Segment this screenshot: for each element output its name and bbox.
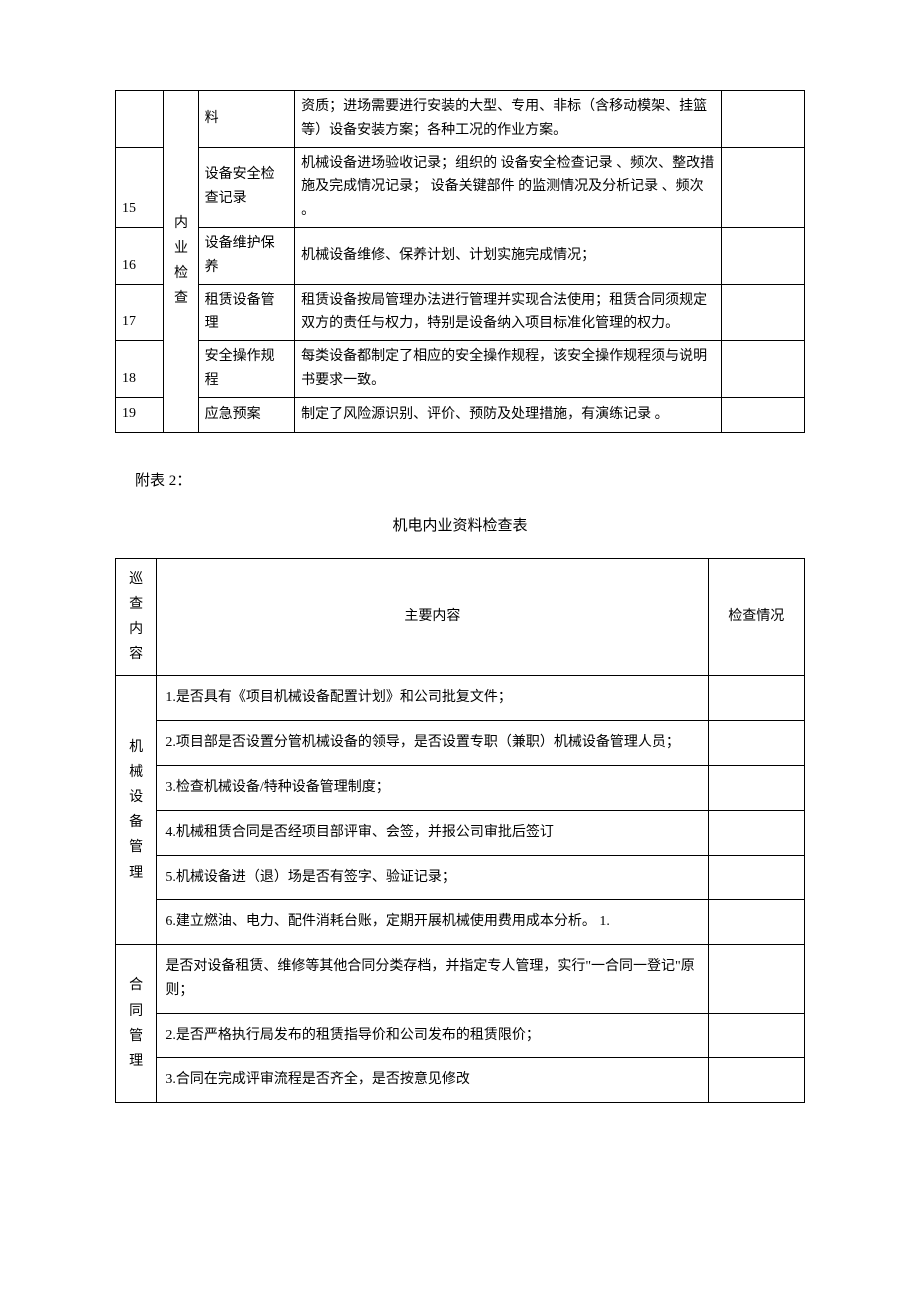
check-cell: [722, 91, 805, 148]
header-char: 查: [129, 597, 143, 612]
desc-cell: 每类设备都制定了相应的安全操作规程，该安全操作规程须与说明书要求一致。: [295, 341, 722, 398]
header-col2: 主要内容: [157, 558, 708, 676]
item-cell: 应急预案: [198, 397, 294, 432]
item-cell: 料: [198, 91, 294, 148]
group1-label: 机 械 设 备 管 理: [116, 676, 157, 945]
check-cell: [708, 1013, 804, 1058]
desc-cell: 机械设备维修、保养计划、计划实施完成情况；: [295, 227, 722, 284]
table-row: 4.机械租赁合同是否经项目部评审、会签，并报公司审批后签订: [116, 810, 805, 855]
category-char: 查: [174, 291, 188, 306]
desc-cell: 资质；进场需要进行安装的大型、专用、非标（含移动模架、挂篮等）设备安装方案；各种…: [295, 91, 722, 148]
label-char: 管: [129, 1029, 143, 1044]
check-cell: [708, 945, 804, 1014]
check-cell: [722, 227, 805, 284]
label-char: 设: [129, 790, 143, 805]
category-cell: 内 业 检 查: [164, 91, 198, 433]
desc-cell: 制定了风险源识别、评价、预防及处理措施，有演练记录 。: [295, 397, 722, 432]
header-col1: 巡 查 内 容: [116, 558, 157, 676]
table-row: 16 设备维护保养 机械设备维修、保养计划、计划实施完成情况；: [116, 227, 805, 284]
check-cell: [708, 676, 804, 721]
group2-label: 合 同 管 理: [116, 945, 157, 1103]
table-row: 19 应急预案 制定了风险源识别、评价、预防及处理措施，有演练记录 。: [116, 397, 805, 432]
content-cell: 3.合同在完成评审流程是否齐全，是否按意见修改: [157, 1058, 708, 1103]
content-cell: 5.机械设备进（退）场是否有签字、验证记录；: [157, 855, 708, 900]
content-cell: 6.建立燃油、电力、配件消耗台账，定期开展机械使用费用成本分析。 1.: [157, 900, 708, 945]
row-num: 19: [116, 397, 164, 432]
table-row: 合 同 管 理 是否对设备租赁、维修等其他合同分类存档，并指定专人管理，实行"一…: [116, 945, 805, 1014]
table-row: 15 设备安全检查记录 机械设备进场验收记录；组织的 设备安全检查记录 、频次、…: [116, 147, 805, 227]
table2-title: 机电内业资料检查表: [115, 514, 805, 540]
table-2: 巡 查 内 容 主要内容 检查情况 机 械 设 备 管 理 1.是否具有《项目机…: [115, 558, 805, 1104]
category-char: 检: [174, 266, 188, 281]
label-char: 械: [129, 765, 143, 780]
label-char: 理: [129, 866, 143, 881]
content-cell: 4.机械租赁合同是否经项目部评审、会签，并报公司审批后签订: [157, 810, 708, 855]
item-cell: 设备安全检查记录: [198, 147, 294, 227]
table-row: 3.合同在完成评审流程是否齐全，是否按意见修改: [116, 1058, 805, 1103]
check-cell: [708, 765, 804, 810]
content-cell: 2.项目部是否设置分管机械设备的领导，是否设置专职（兼职）机械设备管理人员；: [157, 721, 708, 766]
content-cell: 1.是否具有《项目机械设备配置计划》和公司批复文件；: [157, 676, 708, 721]
table-row: 17 租赁设备管理 租赁设备按局管理办法进行管理并实现合法使用；租赁合同须规定双…: [116, 284, 805, 341]
table-row: 2.项目部是否设置分管机械设备的领导，是否设置专职（兼职）机械设备管理人员；: [116, 721, 805, 766]
check-cell: [708, 855, 804, 900]
desc-cell: 租赁设备按局管理办法进行管理并实现合法使用；租赁合同须规定双方的责任与权力，特别…: [295, 284, 722, 341]
table-1: 内 业 检 查 料 资质；进场需要进行安装的大型、专用、非标（含移动模架、挂篮等…: [115, 90, 805, 433]
header-char: 巡: [129, 572, 143, 587]
table-row: 5.机械设备进（退）场是否有签字、验证记录；: [116, 855, 805, 900]
table-row: 机 械 设 备 管 理 1.是否具有《项目机械设备配置计划》和公司批复文件；: [116, 676, 805, 721]
check-cell: [722, 284, 805, 341]
label-char: 合: [129, 978, 143, 993]
label-char: 管: [129, 840, 143, 855]
table-row: 2.是否严格执行局发布的租赁指导价和公司发布的租赁限价；: [116, 1013, 805, 1058]
category-char: 业: [174, 241, 188, 256]
category-char: 内: [174, 216, 188, 231]
item-cell: 租赁设备管理: [198, 284, 294, 341]
row-num: 17: [116, 284, 164, 341]
header-char: 内: [129, 622, 143, 637]
check-cell: [722, 341, 805, 398]
item-cell: 设备维护保养: [198, 227, 294, 284]
label-char: 同: [129, 1004, 143, 1019]
table-row: 18 安全操作规程 每类设备都制定了相应的安全操作规程，该安全操作规程须与说明书…: [116, 341, 805, 398]
item-cell: 安全操作规程: [198, 341, 294, 398]
label-char: 备: [129, 815, 143, 830]
content-cell: 3.检查机械设备/特种设备管理制度；: [157, 765, 708, 810]
row-num: 15: [116, 147, 164, 227]
check-cell: [708, 1058, 804, 1103]
check-cell: [708, 810, 804, 855]
check-cell: [722, 397, 805, 432]
row-num: 18: [116, 341, 164, 398]
table-row: 3.检查机械设备/特种设备管理制度；: [116, 765, 805, 810]
content-cell: 是否对设备租赁、维修等其他合同分类存档，并指定专人管理，实行"一合同一登记"原则…: [157, 945, 708, 1014]
header-char: 容: [129, 647, 143, 662]
appendix-label: 附表 2：: [135, 469, 805, 495]
label-char: 理: [129, 1054, 143, 1069]
check-cell: [722, 147, 805, 227]
label-char: 机: [129, 740, 143, 755]
check-cell: [708, 721, 804, 766]
header-col3: 检查情况: [708, 558, 804, 676]
table-row: 6.建立燃油、电力、配件消耗台账，定期开展机械使用费用成本分析。 1.: [116, 900, 805, 945]
row-num: [116, 91, 164, 148]
row-num: 16: [116, 227, 164, 284]
content-cell: 2.是否严格执行局发布的租赁指导价和公司发布的租赁限价；: [157, 1013, 708, 1058]
table-row: 内 业 检 查 料 资质；进场需要进行安装的大型、专用、非标（含移动模架、挂篮等…: [116, 91, 805, 148]
desc-cell: 机械设备进场验收记录；组织的 设备安全检查记录 、频次、整改措施及完成情况记录；…: [295, 147, 722, 227]
check-cell: [708, 900, 804, 945]
table2-header-row: 巡 查 内 容 主要内容 检查情况: [116, 558, 805, 676]
